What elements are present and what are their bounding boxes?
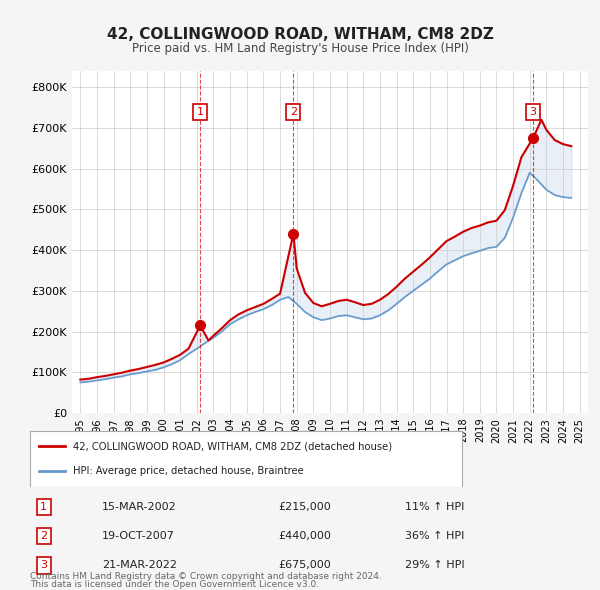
Text: £675,000: £675,000 xyxy=(278,560,331,571)
Text: 1: 1 xyxy=(197,107,203,117)
Text: HPI: Average price, detached house, Braintree: HPI: Average price, detached house, Brai… xyxy=(73,466,304,476)
Text: This data is licensed under the Open Government Licence v3.0.: This data is licensed under the Open Gov… xyxy=(30,580,319,589)
Text: 2: 2 xyxy=(40,531,47,541)
Text: 3: 3 xyxy=(530,107,536,117)
Text: 19-OCT-2007: 19-OCT-2007 xyxy=(102,531,175,541)
Text: 42, COLLINGWOOD ROAD, WITHAM, CM8 2DZ: 42, COLLINGWOOD ROAD, WITHAM, CM8 2DZ xyxy=(107,27,493,41)
Text: 36% ↑ HPI: 36% ↑ HPI xyxy=(406,531,465,541)
Text: £440,000: £440,000 xyxy=(278,531,331,541)
Text: 42, COLLINGWOOD ROAD, WITHAM, CM8 2DZ (detached house): 42, COLLINGWOOD ROAD, WITHAM, CM8 2DZ (d… xyxy=(73,441,392,451)
Text: £215,000: £215,000 xyxy=(278,502,331,512)
Text: 11% ↑ HPI: 11% ↑ HPI xyxy=(406,502,465,512)
Text: Price paid vs. HM Land Registry's House Price Index (HPI): Price paid vs. HM Land Registry's House … xyxy=(131,42,469,55)
Text: 3: 3 xyxy=(40,560,47,571)
Text: 1: 1 xyxy=(40,502,47,512)
Text: 15-MAR-2002: 15-MAR-2002 xyxy=(102,502,176,512)
Text: Contains HM Land Registry data © Crown copyright and database right 2024.: Contains HM Land Registry data © Crown c… xyxy=(30,572,382,581)
Text: 2: 2 xyxy=(290,107,297,117)
Text: 21-MAR-2022: 21-MAR-2022 xyxy=(102,560,177,571)
Text: 29% ↑ HPI: 29% ↑ HPI xyxy=(406,560,465,571)
